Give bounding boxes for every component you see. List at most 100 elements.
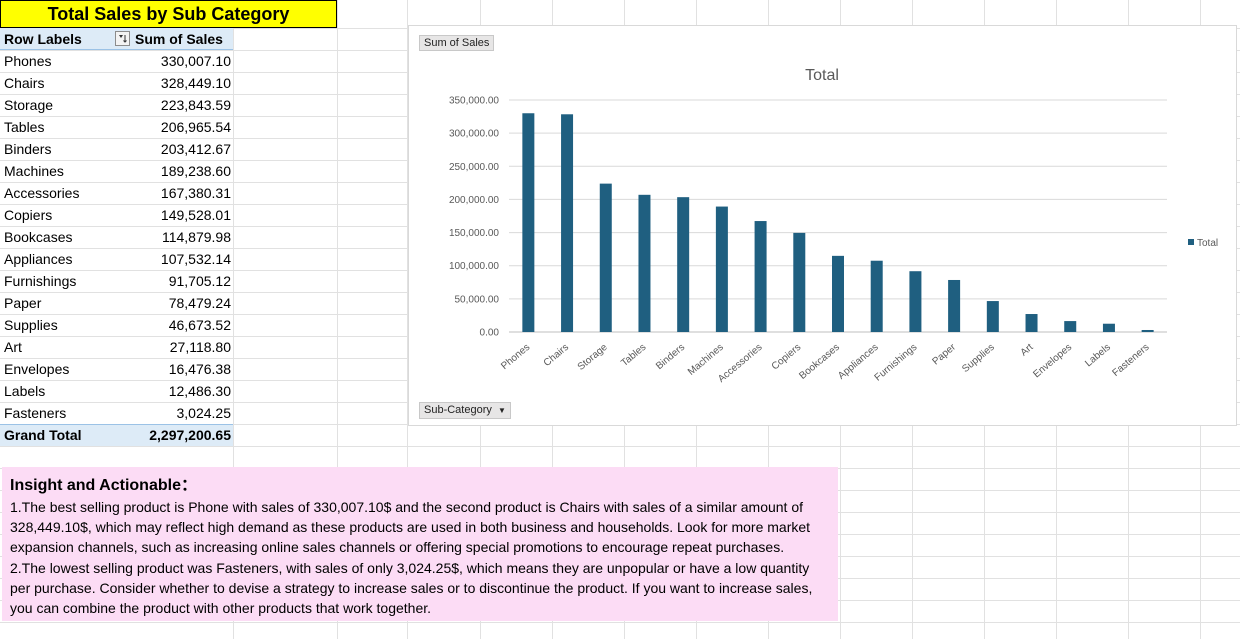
pivot-row[interactable]: Bookcases 114,879.98 xyxy=(0,226,233,248)
pivot-row-value: 330,007.10 xyxy=(160,53,231,69)
y-tick-label: 150,000.00 xyxy=(449,228,499,239)
dropdown-arrow-icon: ▼ xyxy=(497,406,506,415)
x-tick-label: Bookcases xyxy=(797,342,842,382)
pivot-row[interactable]: Copiers 149,528.01 xyxy=(0,204,233,226)
bar-art[interactable] xyxy=(1025,314,1038,332)
pivot-row[interactable]: Supplies 46,673.52 xyxy=(0,314,233,336)
pivot-row-label: Chairs xyxy=(4,75,45,91)
bar-appliances[interactable] xyxy=(870,260,883,332)
bar-storage[interactable] xyxy=(599,183,612,332)
pivot-row-value: 149,528.01 xyxy=(160,207,231,223)
y-tick-label: 250,000.00 xyxy=(449,162,499,173)
x-tick-label: Supplies xyxy=(960,342,996,375)
x-tick-label: Storage xyxy=(576,342,610,373)
x-tick-label: Envelopes xyxy=(1031,342,1074,380)
bar-bookcases[interactable] xyxy=(832,255,844,332)
insight-title: Insight and Actionable： xyxy=(10,477,197,494)
x-tick-label: Art xyxy=(1019,342,1036,359)
sort-filter-button[interactable] xyxy=(115,31,130,46)
pivot-row-label: Copiers xyxy=(4,207,53,223)
x-tick-label: Tables xyxy=(619,342,648,369)
bar-fasteners[interactable] xyxy=(1141,329,1154,332)
pivot-row[interactable]: Binders 203,412.67 xyxy=(0,138,233,160)
bar-tables[interactable] xyxy=(638,194,651,332)
pivot-row-label: Supplies xyxy=(4,317,58,333)
pivot-row-value: 328,449.10 xyxy=(160,75,231,91)
pivot-row-value: 223,843.59 xyxy=(160,97,231,113)
pivot-row[interactable]: Chairs 328,449.10 xyxy=(0,72,233,94)
x-tick-label: Labels xyxy=(1083,342,1113,369)
pivot-row-label: Envelopes xyxy=(4,361,70,377)
insight-point-2: 2.The lowest selling product was Fastene… xyxy=(10,559,813,617)
pivot-row-value: 3,024.25 xyxy=(176,405,232,421)
x-tick-label: Furnishings xyxy=(873,342,920,384)
pivot-row-label: Fasteners xyxy=(4,405,67,421)
bar-chairs[interactable] xyxy=(561,114,574,332)
bar-paper[interactable] xyxy=(948,279,961,332)
pivot-row[interactable]: Envelopes 16,476.38 xyxy=(0,358,233,380)
y-tick-label: 300,000.00 xyxy=(449,129,499,140)
pivot-row[interactable]: Paper 78,479.24 xyxy=(0,292,233,314)
row-labels-header: Row Labels xyxy=(4,31,82,47)
pivot-row-value: 189,238.60 xyxy=(160,163,231,179)
sum-of-sales-header: Sum of Sales xyxy=(135,31,223,47)
bar-supplies[interactable] xyxy=(986,301,999,332)
x-tick-label: Chairs xyxy=(542,342,571,369)
sub-category-field-button[interactable]: Sub-Category ▼ xyxy=(419,402,511,419)
pivot-row-label: Furnishings xyxy=(4,273,77,289)
chart-title: Total xyxy=(805,67,839,84)
bar-accessories[interactable] xyxy=(754,221,767,332)
pivot-row[interactable]: Furnishings 91,705.12 xyxy=(0,270,233,292)
insight-point-1: 1.The best selling product is Phone with… xyxy=(10,499,811,556)
pivot-row-value: 12,486.30 xyxy=(168,383,231,399)
y-tick-label: 350,000.00 xyxy=(449,96,499,107)
bar-envelopes[interactable] xyxy=(1064,321,1077,332)
pivot-row[interactable]: Machines 189,238.60 xyxy=(0,160,233,182)
bar-binders[interactable] xyxy=(677,197,690,332)
pivot-row-label: Binders xyxy=(4,141,52,157)
pivot-row-label: Tables xyxy=(4,119,45,135)
pivot-row-label: Storage xyxy=(4,97,54,113)
pivot-row-label: Bookcases xyxy=(4,229,73,245)
pivot-header-row[interactable]: Row Labels Sum of Sales xyxy=(0,28,233,50)
pivot-row[interactable]: Appliances 107,532.14 xyxy=(0,248,233,270)
bar-phones[interactable] xyxy=(522,113,535,332)
pivot-row-value: 203,412.67 xyxy=(160,141,231,157)
pivot-row-label: Phones xyxy=(4,53,52,69)
grand-total-value: 2,297,200.65 xyxy=(149,427,231,443)
pivot-title[interactable]: Total Sales by Sub Category xyxy=(0,0,337,28)
x-tick-label: Paper xyxy=(931,341,959,367)
pivot-row-value: 206,965.54 xyxy=(160,119,231,135)
x-tick-label: Binders xyxy=(654,342,687,372)
bar-machines[interactable] xyxy=(715,206,728,332)
pivot-row-value: 91,705.12 xyxy=(168,273,231,289)
grand-total-label: Grand Total xyxy=(4,427,82,443)
pivot-row[interactable]: Fasteners 3,024.25 xyxy=(0,402,233,424)
pivot-row-value: 46,673.52 xyxy=(168,317,231,333)
pivot-row-value: 27,118.80 xyxy=(169,339,231,355)
pivot-row[interactable]: Tables 206,965.54 xyxy=(0,116,233,138)
pivot-row[interactable]: Phones 330,007.10 xyxy=(0,50,233,72)
pivot-row-label: Paper xyxy=(4,295,42,311)
bar-copiers[interactable] xyxy=(793,232,806,332)
pivot-row[interactable]: Storage 223,843.59 xyxy=(0,94,233,116)
pivot-row[interactable]: Labels 12,486.30 xyxy=(0,380,233,402)
pivot-row[interactable]: Art 27,118.80 xyxy=(0,336,233,358)
bar-labels[interactable] xyxy=(1102,323,1115,332)
chart-canvas: Total 0.00 50,000.00 100,000.00 150,000.00 20… xyxy=(449,67,1218,385)
x-tick-label: Fasteners xyxy=(1110,342,1151,379)
sort-descending-filter-icon xyxy=(119,35,127,43)
grand-total-row[interactable]: Grand Total 2,297,200.65 xyxy=(0,424,233,446)
sum-of-sales-field-button[interactable]: Sum of Sales xyxy=(419,35,495,51)
x-tick-label: Phones xyxy=(499,342,532,372)
insight-textbox[interactable]: Insight and Actionable： 1.The best selli… xyxy=(2,467,838,621)
pivot-row-label: Art xyxy=(4,339,22,355)
bar-furnishings[interactable] xyxy=(909,271,922,332)
pivot-row[interactable]: Accessories 167,380.31 xyxy=(0,182,233,204)
legend-label: Total xyxy=(1197,238,1218,249)
pivot-row-value: 107,532.14 xyxy=(160,251,231,267)
pivot-row-label: Appliances xyxy=(4,251,73,267)
pivot-row-label: Accessories xyxy=(4,185,80,201)
sales-bar-chart[interactable]: Total 0.00 50,000.00 100,000.00 150,000.00 20… xyxy=(408,25,1237,426)
legend-swatch xyxy=(1188,239,1194,245)
